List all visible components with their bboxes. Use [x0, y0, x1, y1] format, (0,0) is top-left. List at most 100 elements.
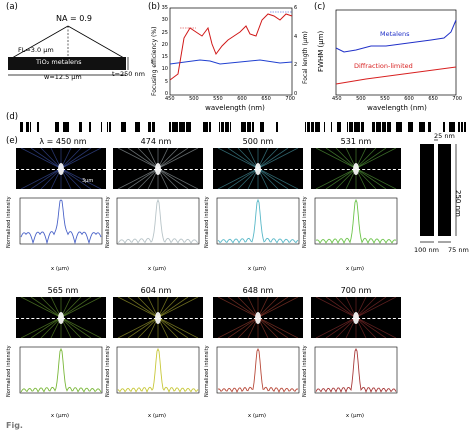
ytick: 20	[161, 41, 168, 48]
barcode-bar	[169, 122, 171, 132]
dim-250-label: 250 nm	[454, 190, 462, 217]
xtick: 650	[428, 96, 438, 102]
profile-curve	[117, 198, 199, 244]
barcode-bar	[186, 122, 191, 132]
field-rays	[20, 297, 102, 338]
barcode-bar	[225, 122, 229, 132]
field-map	[213, 148, 303, 189]
diffraction-legend: Diffraction-limited	[354, 62, 413, 70]
profile-xlabel: x (μm)	[345, 413, 365, 419]
ytick: 5	[164, 78, 168, 85]
barcode-bar	[230, 122, 231, 132]
ytick: 30	[161, 17, 168, 24]
barcode-bar	[20, 122, 23, 132]
fl-label: FL=3.0 μm	[18, 46, 54, 54]
intensity-profile	[211, 345, 303, 399]
width-label: w=12.5 μm	[44, 73, 82, 81]
field-rays	[217, 297, 299, 338]
panel-d-letter: (d)	[6, 112, 19, 122]
metalens-legend: Metalens	[380, 30, 410, 38]
panel-b-yticks-right: 0 2 4 6	[294, 5, 297, 97]
barcode-bar	[26, 122, 29, 132]
barcode-bar	[382, 122, 386, 132]
barcode-bar	[349, 122, 353, 132]
barcode-bar	[443, 122, 445, 132]
intensity-profile	[14, 345, 106, 399]
intensity-profile	[309, 345, 401, 399]
profile-ylabel: Normalized intensity	[105, 345, 111, 397]
profile-ylabel: Normalized intensity	[302, 196, 308, 248]
field-map	[311, 148, 401, 189]
barcode-bar	[107, 122, 108, 132]
field-rays	[217, 148, 299, 189]
profile-ylabel: Normalized intensity	[105, 196, 111, 248]
wavelength-label: 604 nm	[140, 286, 172, 295]
ytick: 25	[161, 29, 168, 36]
xtick: 600	[404, 96, 414, 102]
wavelength-label: 700 nm	[340, 286, 372, 295]
intensity-profile	[111, 345, 203, 399]
profile-xlabel: x (μm)	[50, 266, 70, 272]
profile-axes	[19, 346, 103, 394]
panel-c-ylabel: FWHM (μm)	[317, 30, 325, 72]
field-map	[16, 297, 106, 338]
profile-ylabel: Normalized intensity	[204, 345, 210, 397]
scale-bar-label: 3μm	[82, 178, 94, 184]
profile-xlabel: x (μm)	[345, 266, 365, 272]
xtick: 450	[165, 96, 175, 102]
wavelength-label: 648 nm	[242, 286, 274, 295]
xtick: 650	[261, 96, 271, 102]
intensity-profile	[211, 196, 303, 250]
barcode-bar	[311, 122, 314, 132]
barcode-bar	[449, 122, 455, 132]
barcode-bar	[55, 122, 59, 132]
barcode-bar	[241, 122, 246, 132]
panel-c-xlabel: wavelength (nm)	[367, 104, 427, 112]
metalens-label: TiO₂ metalens	[36, 58, 82, 66]
panel-b-letter: (b)	[148, 2, 161, 12]
profile-curve	[315, 198, 397, 244]
dim-75-label: 75 nm	[448, 246, 469, 254]
barcode-bar	[89, 122, 91, 132]
ytick: 4	[294, 33, 298, 40]
profile-xlabel: x (μm)	[50, 413, 70, 419]
field-map	[213, 297, 303, 338]
barcode-bar	[347, 122, 348, 132]
barcode-bar	[419, 122, 425, 132]
figure-caption: Fig.	[6, 421, 23, 430]
wavelength-label: 565 nm	[47, 286, 79, 295]
barcode-bar	[252, 122, 254, 132]
barcode-bar	[209, 122, 211, 132]
xtick: 550	[213, 96, 223, 102]
panel-b-yticks-left: 0 5 10 15 20 25 30 35	[160, 5, 168, 97]
metalens-layout-barcode	[20, 122, 466, 132]
nanofin-schematic	[420, 139, 457, 243]
barcode-bar	[152, 122, 155, 132]
profile-ylabel: Normalized intensity	[6, 345, 12, 397]
panel-b-ylabel-left: Focusing efficiency (%)	[151, 26, 158, 96]
xtick: 700	[452, 96, 462, 102]
barcode-bar	[109, 122, 111, 132]
barcode-bar	[324, 122, 325, 132]
fwhm-chart	[335, 9, 457, 96]
panel-b-xticks: 450 500 550 600 650 700	[165, 96, 295, 102]
barcode-bar	[354, 122, 360, 132]
profile-xlabel: x (μm)	[147, 266, 167, 272]
ytick: 10	[161, 66, 168, 73]
na-label: NA = 0.9	[56, 14, 92, 23]
barcode-bar	[337, 122, 341, 132]
field-rays	[117, 148, 199, 189]
barcode-bar	[37, 122, 39, 132]
barcode-bar	[172, 122, 178, 132]
profile-axes	[19, 197, 103, 245]
profile-axes	[116, 346, 200, 394]
field-rays	[315, 297, 397, 338]
profile-curve	[20, 199, 102, 245]
profile-curve	[117, 347, 199, 393]
wavelength-label: λ = 450 nm	[39, 137, 87, 146]
metalens-schematic	[8, 25, 129, 76]
barcode-bar	[408, 122, 413, 132]
dim-25-label: 25 nm	[434, 132, 455, 140]
profile-axes	[314, 197, 398, 245]
wavelength-label: 474 nm	[140, 137, 172, 146]
